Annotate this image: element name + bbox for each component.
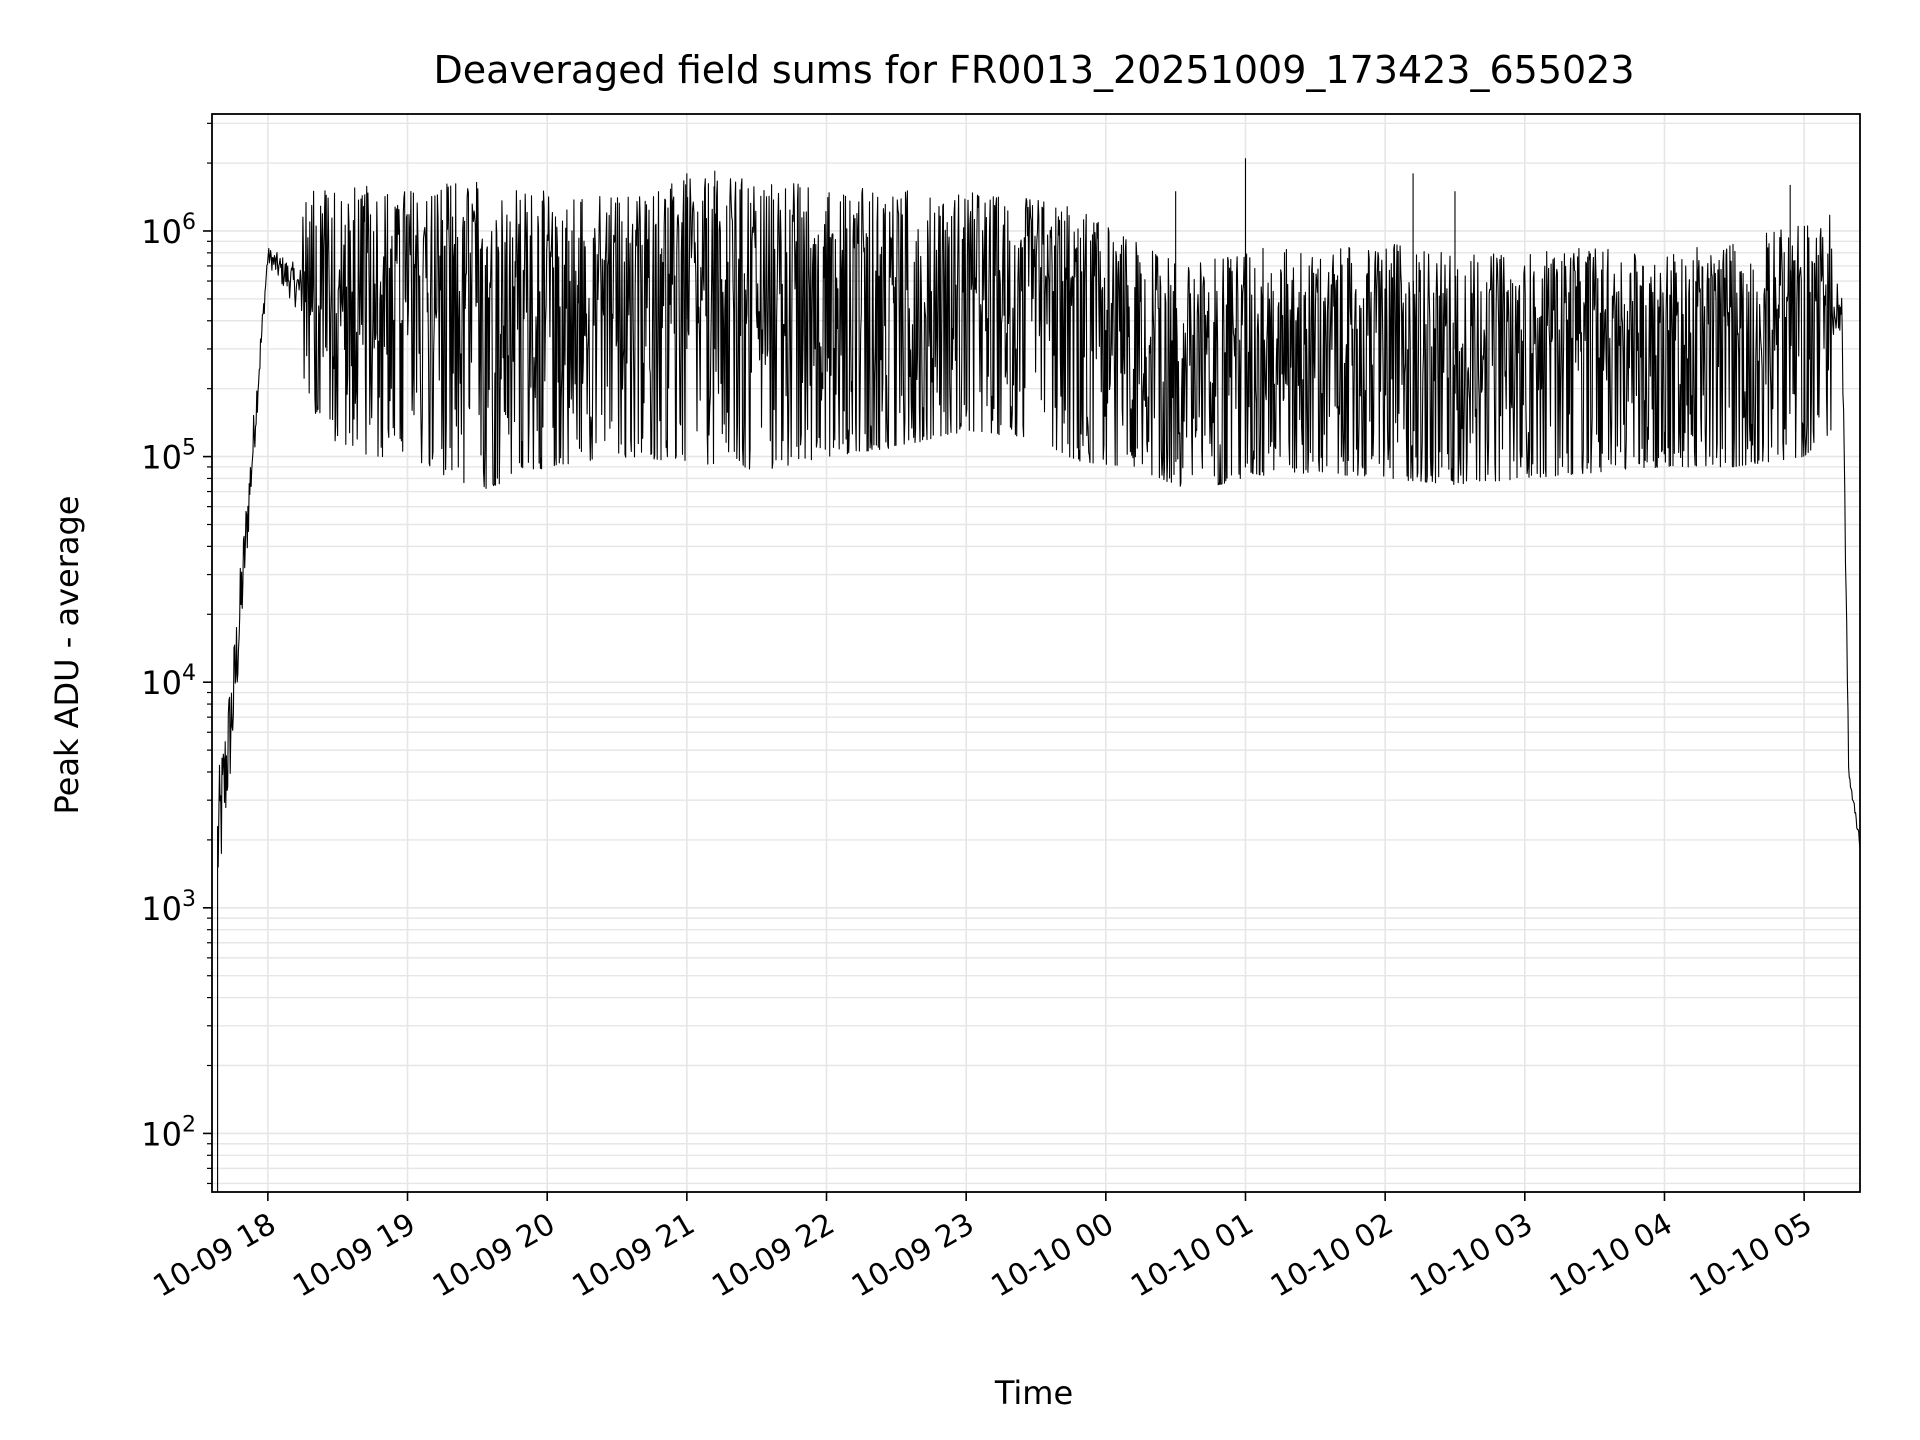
y-tick-base: 10 [141, 213, 182, 251]
y-tick-exponent: 6 [182, 210, 196, 235]
y-tick-label: 102 [141, 1112, 196, 1153]
y-axis-label: Peak ADU - average [48, 496, 86, 815]
y-tick-label: 104 [141, 661, 196, 702]
x-axis-label: Time [994, 1374, 1073, 1412]
series-group [217, 158, 1861, 1192]
y-tick-exponent: 4 [182, 661, 196, 686]
chart-title: Deaveraged field sums for FR0013_2025100… [433, 48, 1634, 92]
series-line [217, 178, 1861, 1192]
y-tick-label: 106 [141, 210, 196, 251]
y-tick-exponent: 3 [182, 887, 196, 912]
y-tick-label: 105 [141, 436, 196, 477]
y-tick-base: 10 [141, 890, 182, 928]
y-tick-base: 10 [141, 439, 182, 477]
y-tick-base: 10 [141, 664, 182, 702]
y-tick-label: 103 [141, 887, 196, 928]
y-tick-exponent: 5 [182, 436, 196, 461]
y-tick-exponent: 2 [182, 1112, 196, 1137]
y-tick-base: 10 [141, 1115, 182, 1153]
plot-frame [211, 113, 1861, 1193]
